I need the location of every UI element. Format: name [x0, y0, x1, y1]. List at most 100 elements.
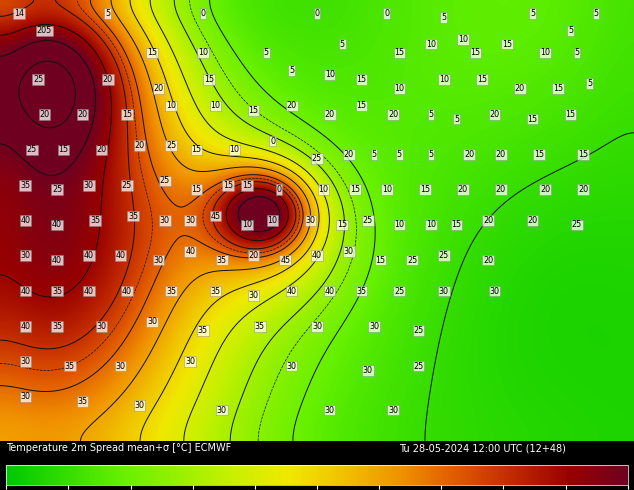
Text: 30: 30 — [325, 406, 335, 415]
Text: 15: 15 — [470, 49, 481, 57]
Text: 15: 15 — [502, 40, 512, 49]
Text: 30: 30 — [287, 362, 297, 370]
Text: 20: 20 — [39, 110, 49, 119]
Text: 30: 30 — [153, 256, 164, 265]
Text: 10: 10 — [458, 35, 468, 44]
Text: 15: 15 — [578, 150, 588, 159]
Text: 25: 25 — [166, 141, 176, 150]
Text: 15: 15 — [375, 256, 385, 265]
Text: 10: 10 — [210, 101, 221, 110]
Text: 20: 20 — [489, 110, 500, 119]
Text: 30: 30 — [306, 216, 316, 225]
Text: 10: 10 — [242, 220, 252, 229]
Text: 30: 30 — [147, 318, 157, 326]
Text: 10: 10 — [426, 40, 436, 49]
Text: 5: 5 — [593, 9, 598, 18]
Text: 20: 20 — [464, 150, 474, 159]
Text: 20: 20 — [496, 185, 506, 194]
Text: 20: 20 — [540, 185, 550, 194]
Text: 10: 10 — [426, 220, 436, 229]
Text: 15: 15 — [147, 49, 157, 57]
Text: 10: 10 — [439, 75, 449, 84]
Text: 20: 20 — [153, 84, 164, 93]
Text: 20: 20 — [287, 101, 297, 110]
Text: 35: 35 — [217, 256, 227, 265]
Text: 15: 15 — [534, 150, 544, 159]
Text: 5: 5 — [289, 66, 294, 75]
Text: 30: 30 — [388, 406, 398, 415]
Text: Temperature 2m Spread mean+σ [°C] ECMWF: Temperature 2m Spread mean+σ [°C] ECMWF — [6, 443, 231, 453]
Text: 10: 10 — [540, 49, 550, 57]
Text: 20: 20 — [483, 216, 493, 225]
Text: 35: 35 — [356, 287, 366, 295]
Text: 15: 15 — [249, 106, 259, 115]
Text: 25: 25 — [122, 181, 132, 190]
Text: 20: 20 — [578, 185, 588, 194]
Text: 35: 35 — [52, 322, 62, 331]
Text: 40: 40 — [20, 287, 30, 295]
Text: 14: 14 — [14, 9, 24, 18]
Text: 20: 20 — [388, 110, 398, 119]
Text: 35: 35 — [65, 362, 75, 370]
Text: 5: 5 — [397, 150, 402, 159]
Text: 10: 10 — [382, 185, 392, 194]
Text: 25: 25 — [27, 146, 37, 154]
Text: 35: 35 — [77, 397, 87, 406]
Text: 30: 30 — [344, 247, 354, 256]
Text: 10: 10 — [198, 49, 208, 57]
Text: 30: 30 — [20, 357, 30, 366]
Text: 35: 35 — [210, 287, 221, 295]
Text: 10: 10 — [166, 101, 176, 110]
Text: 5: 5 — [429, 110, 434, 119]
Text: 25: 25 — [413, 326, 424, 335]
Text: 10: 10 — [318, 185, 328, 194]
Text: 35: 35 — [198, 326, 208, 335]
Text: 20: 20 — [527, 216, 538, 225]
Text: 15: 15 — [58, 146, 68, 154]
Text: 5: 5 — [429, 150, 434, 159]
Text: 5: 5 — [264, 49, 269, 57]
Text: 5: 5 — [441, 13, 446, 22]
Text: 5: 5 — [454, 115, 459, 123]
Text: 15: 15 — [394, 49, 404, 57]
Text: 20: 20 — [496, 150, 506, 159]
Text: 25: 25 — [394, 287, 404, 295]
Text: 15: 15 — [191, 146, 202, 154]
Text: 20: 20 — [103, 75, 113, 84]
Text: 40: 40 — [84, 287, 94, 295]
Text: 30: 30 — [185, 216, 195, 225]
Text: 15: 15 — [356, 101, 366, 110]
Text: 30: 30 — [115, 362, 126, 370]
Text: 25: 25 — [33, 75, 43, 84]
Text: 25: 25 — [312, 154, 322, 163]
Text: 25: 25 — [52, 185, 62, 194]
Text: 35: 35 — [52, 287, 62, 295]
Text: 15: 15 — [337, 220, 347, 229]
Text: 40: 40 — [185, 247, 195, 256]
Text: 30: 30 — [363, 366, 373, 375]
Text: 25: 25 — [572, 220, 582, 229]
Text: 40: 40 — [325, 287, 335, 295]
Text: 15: 15 — [350, 185, 360, 194]
Text: 40: 40 — [122, 287, 132, 295]
Text: 20: 20 — [483, 256, 493, 265]
Text: 25: 25 — [413, 362, 424, 370]
Text: 5: 5 — [574, 49, 579, 57]
Text: 25: 25 — [160, 176, 170, 185]
Text: 40: 40 — [20, 322, 30, 331]
Text: 35: 35 — [128, 212, 138, 220]
Text: 40: 40 — [52, 256, 62, 265]
Text: 15: 15 — [566, 110, 576, 119]
Text: 15: 15 — [242, 181, 252, 190]
Text: 0: 0 — [270, 137, 275, 146]
Text: 15: 15 — [204, 75, 214, 84]
Text: 10: 10 — [394, 84, 404, 93]
Text: 40: 40 — [115, 251, 126, 260]
Text: 40: 40 — [52, 220, 62, 229]
Text: 30: 30 — [312, 322, 322, 331]
Text: 30: 30 — [84, 181, 94, 190]
Text: 30: 30 — [217, 406, 227, 415]
Text: 205: 205 — [37, 26, 52, 35]
Text: 0: 0 — [276, 185, 281, 194]
Text: 20: 20 — [325, 110, 335, 119]
